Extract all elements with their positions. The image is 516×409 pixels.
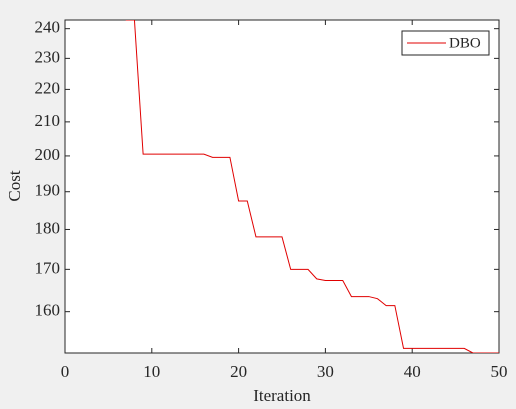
- x-axis-label: Iteration: [253, 386, 311, 405]
- y-tick-label: 200: [35, 145, 61, 164]
- y-tick-label: 180: [35, 218, 61, 237]
- data-line: [125, 20, 499, 353]
- y-tick-label: 190: [35, 181, 61, 200]
- x-tick-label: 10: [143, 362, 160, 381]
- legend-label: DBO: [449, 35, 481, 51]
- x-tick-label: 0: [61, 362, 70, 381]
- x-tick-label: 20: [230, 362, 247, 381]
- y-tick-label: 220: [35, 78, 61, 97]
- y-tick-label: 230: [35, 47, 61, 66]
- x-tick-label: 30: [317, 362, 334, 381]
- y-tick-label: 160: [35, 301, 61, 320]
- x-tick-label: 50: [491, 362, 508, 381]
- y-tick-label: 170: [35, 258, 61, 277]
- y-tick-label: 240: [35, 18, 61, 37]
- y-tick-label: 210: [35, 111, 61, 130]
- x-tick-label: 40: [404, 362, 421, 381]
- y-axis-label: Cost: [5, 170, 24, 201]
- plot-area: [64, 19, 500, 354]
